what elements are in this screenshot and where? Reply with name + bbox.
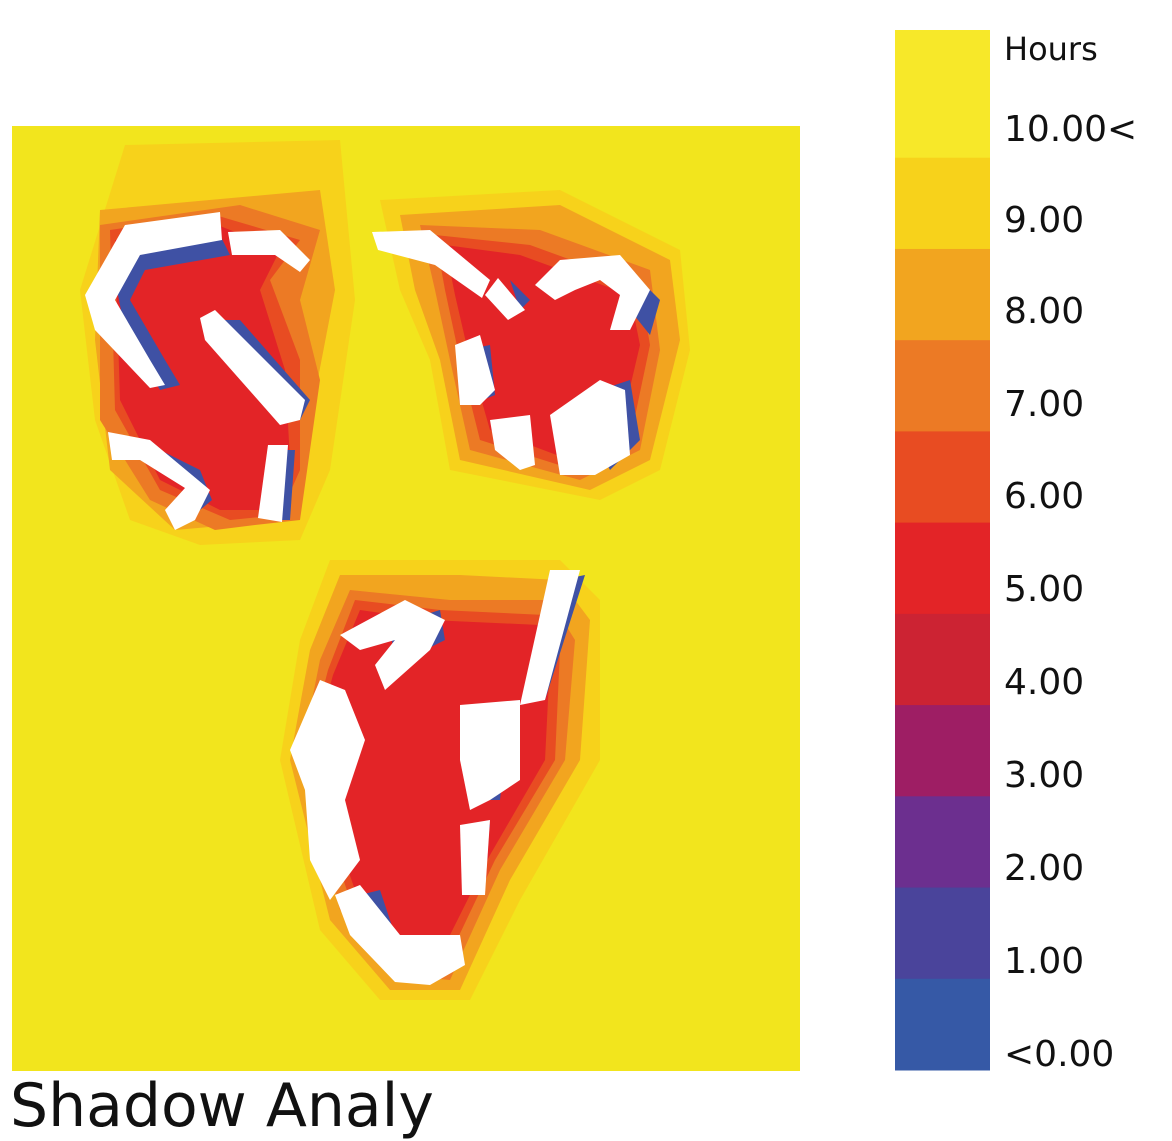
shadow-zone-bottom xyxy=(280,560,600,1000)
building xyxy=(258,445,288,522)
building xyxy=(228,230,310,272)
legend-swatch xyxy=(895,522,990,615)
building xyxy=(520,570,580,705)
legend-swatch xyxy=(895,340,990,432)
building xyxy=(460,700,520,810)
legend-tick-label: 9.00 xyxy=(1004,200,1085,241)
legend-tick-label: 7.00 xyxy=(1004,384,1085,425)
building xyxy=(340,600,445,690)
legend-tick-label: 4.00 xyxy=(1004,662,1085,703)
building xyxy=(290,680,365,900)
legend-swatch xyxy=(895,431,990,524)
legend-tick-label: 8.00 xyxy=(1004,291,1085,332)
legend-swatch xyxy=(895,30,990,159)
building xyxy=(460,820,490,895)
legend-swatch xyxy=(895,248,990,341)
legend-tick-label: 1.00 xyxy=(1004,941,1085,982)
legend-swatch xyxy=(895,796,990,889)
building xyxy=(490,415,535,470)
legend-swatch xyxy=(895,157,990,250)
caption-title: Shadow Analy xyxy=(10,1071,434,1141)
building xyxy=(108,432,210,530)
legend-swatch xyxy=(895,887,990,980)
building xyxy=(372,230,490,298)
legend-swatch xyxy=(895,705,990,797)
legend-tick-label: 10.00< xyxy=(1004,109,1138,150)
legend-color-bar xyxy=(895,30,990,1071)
building xyxy=(455,335,495,405)
legend-swatch xyxy=(895,613,990,706)
buildings xyxy=(85,212,650,985)
building xyxy=(200,310,305,425)
legend-tick-label: 2.00 xyxy=(1004,848,1085,889)
legend-tick-label: 5.00 xyxy=(1004,569,1085,610)
legend-tick-label: 3.00 xyxy=(1004,755,1085,796)
building xyxy=(550,380,630,475)
building xyxy=(485,278,525,320)
building xyxy=(85,212,222,388)
building xyxy=(535,255,650,330)
legend-swatch xyxy=(895,978,990,1071)
building xyxy=(335,885,465,985)
legend-tick-label: <0.00 xyxy=(1004,1034,1115,1075)
legend-title: Hours xyxy=(1004,30,1098,68)
legend-tick-label: 6.00 xyxy=(1004,476,1085,517)
